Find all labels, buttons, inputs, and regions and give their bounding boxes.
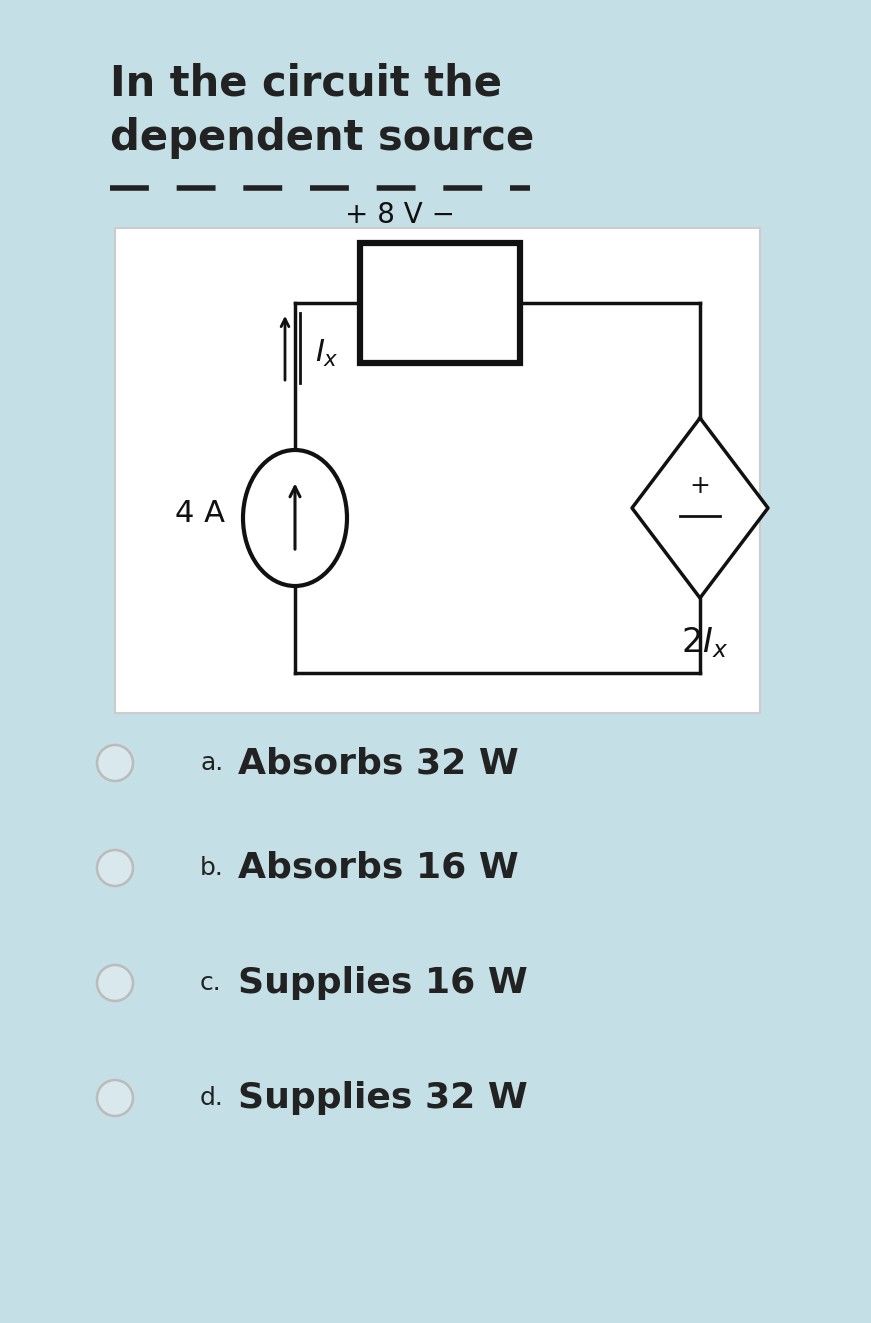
- Text: a.: a.: [200, 751, 223, 775]
- Ellipse shape: [243, 450, 347, 586]
- Text: In the circuit the: In the circuit the: [110, 62, 502, 105]
- Circle shape: [97, 745, 133, 781]
- Text: + 8 V −: + 8 V −: [345, 201, 455, 229]
- Text: Supplies 16 W: Supplies 16 W: [238, 966, 528, 1000]
- Circle shape: [97, 964, 133, 1002]
- FancyBboxPatch shape: [360, 243, 520, 363]
- Text: d.: d.: [200, 1086, 224, 1110]
- Text: dependent source: dependent source: [110, 116, 534, 159]
- Text: Absorbs 16 W: Absorbs 16 W: [238, 851, 519, 885]
- Text: Supplies 32 W: Supplies 32 W: [238, 1081, 528, 1115]
- Text: $2I_x$: $2I_x$: [681, 626, 728, 660]
- Circle shape: [97, 1080, 133, 1117]
- Text: $I_x$: $I_x$: [315, 337, 339, 369]
- Circle shape: [97, 849, 133, 886]
- Text: +: +: [690, 474, 711, 497]
- Text: b.: b.: [200, 856, 224, 880]
- Polygon shape: [632, 418, 768, 598]
- Text: c.: c.: [200, 971, 222, 995]
- Text: 4 A: 4 A: [175, 499, 225, 528]
- Text: Absorbs 32 W: Absorbs 32 W: [238, 746, 519, 781]
- FancyBboxPatch shape: [115, 228, 760, 713]
